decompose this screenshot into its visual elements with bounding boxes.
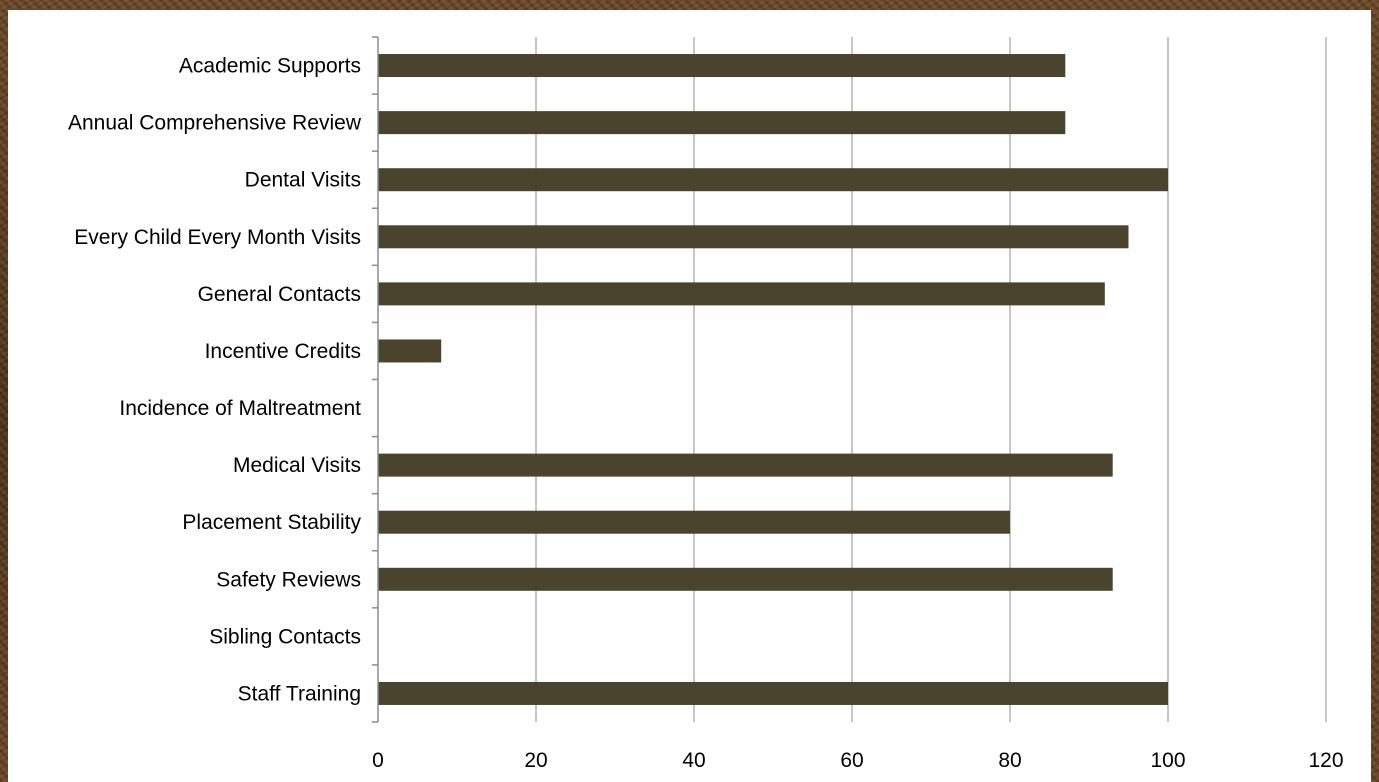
x-tick-label: 120	[1308, 749, 1343, 772]
bars	[378, 54, 1168, 705]
x-tick-label: 80	[998, 749, 1021, 772]
category-label: Placement Stability	[182, 511, 361, 534]
category-label: Sibling Contacts	[209, 625, 361, 648]
x-tick-label: 100	[1150, 749, 1185, 772]
category-labels: Academic Supports Annual Comprehensive Re…	[68, 55, 362, 706]
bar-8	[378, 510, 1010, 534]
x-tick-labels: 0 20 40 60 80 100 120	[372, 749, 1343, 772]
category-label: Medical Visits	[233, 454, 361, 477]
bar-2	[378, 168, 1168, 192]
bar-0	[378, 54, 1066, 78]
category-label: Annual Comprehensive Review	[68, 112, 362, 135]
bar-4	[378, 282, 1105, 306]
x-tick-label: 60	[840, 749, 863, 772]
bar-chart: Academic Supports Annual Comprehensive Re…	[68, 36, 1344, 772]
gridlines	[535, 37, 1327, 722]
bar-11	[378, 681, 1168, 705]
x-tick-label: 40	[682, 749, 705, 772]
category-label: General Contacts	[198, 283, 361, 306]
category-label: Every Child Every Month Visits	[74, 226, 361, 249]
bar-3	[378, 225, 1129, 249]
category-label: Safety Reviews	[216, 568, 361, 591]
category-label: Incentive Credits	[205, 340, 361, 363]
bar-5	[378, 339, 442, 363]
bar-9	[378, 567, 1113, 591]
category-label: Incidence of Maltreatment	[119, 397, 361, 420]
bar-7	[378, 453, 1113, 477]
category-label: Dental Visits	[245, 169, 361, 192]
bar-1	[378, 111, 1066, 135]
chart-panel: Academic Supports Annual Comprehensive Re…	[8, 10, 1371, 782]
x-tick-label: 20	[524, 749, 547, 772]
category-label: Staff Training	[238, 682, 361, 705]
y-axis	[372, 36, 379, 723]
category-label: Academic Supports	[179, 55, 361, 78]
x-tick-label: 0	[372, 749, 384, 772]
